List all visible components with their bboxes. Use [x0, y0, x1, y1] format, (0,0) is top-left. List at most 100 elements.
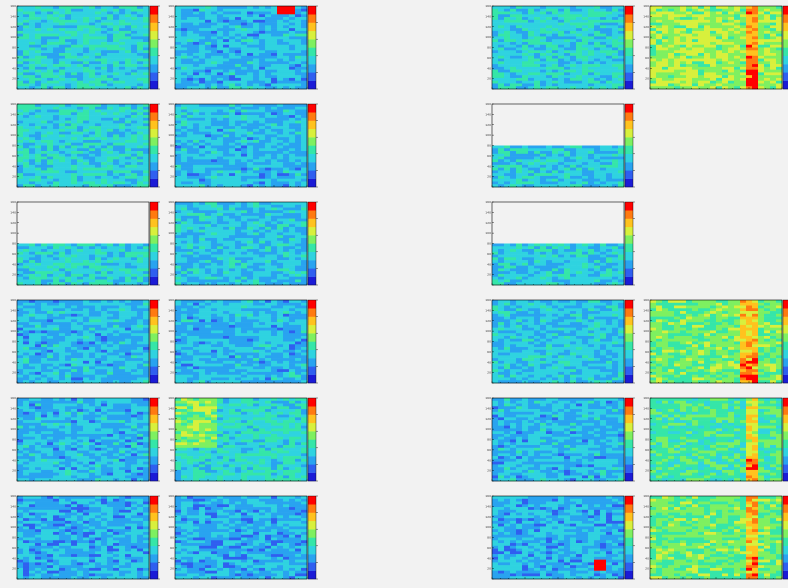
heatmap-cell [612, 39, 619, 43]
heatmap-cell [283, 17, 290, 21]
colorbar-segment [625, 30, 633, 40]
heatmap-cell [205, 148, 212, 152]
heatmap-cell [265, 8, 272, 12]
heatmap-cell [29, 148, 36, 152]
heatmap-cell [540, 8, 547, 12]
heatmap-cell [716, 44, 723, 48]
heatmap-cell [211, 33, 218, 37]
heatmap-cell [181, 80, 188, 84]
heatmap-cell [606, 80, 613, 84]
heatmap-cell [498, 162, 505, 166]
heatmap-cell [259, 50, 266, 54]
heatmap-cell [265, 128, 272, 132]
heatmap-cell [143, 184, 150, 188]
heatmap-cell [564, 6, 571, 10]
heatmap-cell [17, 25, 24, 29]
heatmap-cell [656, 72, 663, 76]
heatmap-cell [271, 115, 278, 119]
heatmap-cell [534, 39, 541, 43]
heatmap-cell [65, 41, 72, 46]
heatmap-cell [119, 273, 126, 277]
heatmap-cell [71, 139, 78, 144]
heatmap-cell [301, 8, 308, 12]
heatmap-cell [728, 11, 735, 15]
heatmap-cell [600, 39, 607, 43]
heatmap-cell [776, 77, 783, 81]
heatmap-cell [674, 53, 681, 57]
heatmap-cell [131, 170, 138, 174]
heatmap-cell [29, 69, 36, 73]
heatmap-cell [65, 17, 72, 21]
heatmap-cell [510, 39, 517, 43]
heatmap-cell [241, 137, 248, 141]
heatmap-cell [125, 271, 132, 275]
heatmap-cell [95, 128, 102, 132]
heatmap-cell [59, 273, 66, 277]
heatmap-cell [53, 139, 60, 144]
heatmap-cell [241, 47, 248, 51]
heatmap-cell [265, 69, 272, 73]
heatmap-cell [241, 66, 248, 70]
heatmap-cell [594, 170, 601, 174]
heatmap-cell [47, 109, 54, 113]
heatmap-cell [181, 164, 188, 168]
y-tick-label: 120 [168, 123, 174, 127]
heatmap-cell [492, 175, 499, 179]
heatmap-cell [576, 41, 583, 46]
heatmap-cell [205, 126, 212, 130]
heatmap-cell [181, 53, 188, 57]
heatmap-cell [295, 14, 302, 18]
heatmap-cell [187, 175, 194, 179]
heatmap-cell [83, 53, 90, 57]
heatmap-cell [223, 115, 230, 119]
heatmap-cell [301, 178, 308, 182]
heatmap-cell [546, 162, 553, 166]
heatmap-cell [710, 47, 717, 51]
heatmap-cell [271, 142, 278, 146]
heatmap-cell [29, 28, 36, 32]
heatmap-cell [277, 117, 284, 121]
heatmap-cell [606, 164, 613, 168]
heatmap-cell [618, 11, 625, 15]
heatmap-cell [253, 69, 260, 73]
heatmap-cell [686, 41, 693, 46]
heatmap-cell [229, 22, 236, 26]
heatmap-cell [17, 282, 24, 286]
heatmap-cell [301, 117, 308, 121]
heatmap-cell [247, 175, 254, 179]
heatmap-cell [217, 75, 224, 79]
heatmap-cell [113, 139, 120, 144]
heatmap-cell [53, 115, 60, 119]
heatmap-cell [247, 55, 254, 59]
heatmap-cell [516, 50, 523, 54]
heatmap-cell [594, 22, 601, 26]
heatmap-cell [65, 83, 72, 87]
colorbar-segment [308, 6, 316, 15]
heatmap-cell [131, 249, 138, 253]
heatmap-cell [498, 53, 505, 57]
heatmap-cell [47, 44, 54, 48]
heatmap-cell [570, 69, 577, 73]
heatmap-cell [59, 120, 66, 124]
heatmap-cell [656, 66, 663, 70]
heatmap-cell [181, 162, 188, 166]
heatmap-cell [95, 184, 102, 188]
heatmap-cell [546, 41, 553, 46]
heatmap-cell [193, 6, 200, 10]
heatmap-cell [125, 175, 132, 179]
heatmap-cell [113, 41, 120, 46]
heatmap-cell [283, 178, 290, 182]
heatmap-cell [265, 137, 272, 141]
heatmap-cell [540, 77, 547, 81]
heatmap-cell [77, 145, 84, 149]
heatmap-cell [295, 83, 302, 87]
heatmap-cell [83, 75, 90, 79]
heatmap-cell [107, 279, 114, 283]
colorbar-segment [783, 6, 788, 15]
heatmap-cell [656, 58, 663, 62]
heatmap-cell [59, 6, 66, 10]
heatmap-cell [41, 44, 48, 48]
heatmap-cell [65, 167, 72, 171]
heatmap-cell [229, 72, 236, 76]
heatmap-cell [746, 72, 753, 76]
